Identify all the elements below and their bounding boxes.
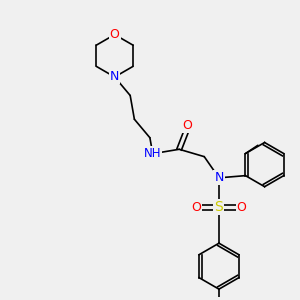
Text: O: O bbox=[237, 201, 247, 214]
Text: NH: NH bbox=[144, 147, 161, 160]
Text: S: S bbox=[214, 200, 223, 214]
Text: N: N bbox=[110, 70, 119, 83]
Text: O: O bbox=[110, 28, 120, 41]
Text: N: N bbox=[214, 171, 224, 184]
Text: O: O bbox=[191, 201, 201, 214]
Text: O: O bbox=[182, 118, 192, 132]
